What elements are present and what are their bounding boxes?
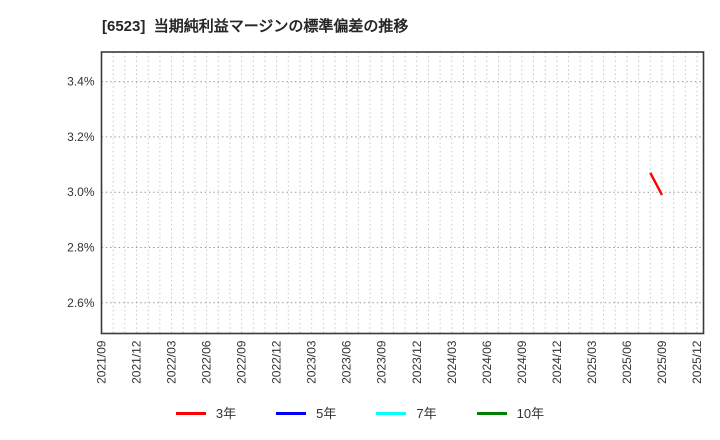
legend-label-10y: 10年 xyxy=(516,405,545,421)
legend-line-swatch-5y xyxy=(276,411,307,415)
plot-border xyxy=(100,51,705,335)
x-tick-label: 2025/03 xyxy=(585,340,599,384)
x-tick-label: 2024/06 xyxy=(480,340,494,384)
x-tick-label: 2024/12 xyxy=(550,340,564,384)
y-tick-label: 2.8% xyxy=(67,241,95,255)
x-tick-label: 2023/03 xyxy=(305,340,319,384)
legend-item-3y: 3年 xyxy=(175,405,237,421)
x-tick-label: 2024/09 xyxy=(515,340,529,384)
legend-line-swatch-7y xyxy=(376,411,407,415)
y-tick-label: 3.2% xyxy=(67,130,95,144)
x-tick-label: 2022/06 xyxy=(200,340,214,384)
x-tick-label: 2025/09 xyxy=(655,340,669,384)
legend-item-7y: 7年 xyxy=(376,405,437,421)
chart-title: [6523] 当期純利益マージンの標準偏差の推移 xyxy=(102,18,409,35)
x-tick-label: 2025/06 xyxy=(620,340,634,384)
x-tick-label: 2025/12 xyxy=(690,340,704,384)
legend-line-swatch-10y xyxy=(476,411,507,415)
legend-line-swatch-3y xyxy=(175,411,206,415)
legend-item-5y: 5年 xyxy=(276,407,336,420)
y-tick-label: 3.0% xyxy=(67,185,95,199)
x-tick-label: 2023/12 xyxy=(410,340,424,384)
x-tick-label: 2023/09 xyxy=(375,340,389,384)
legend: 3年 5年 7年 10年 xyxy=(0,402,720,424)
x-tick-label: 2021/12 xyxy=(130,340,144,384)
legend-label-5y: 5年 xyxy=(316,405,337,421)
x-tick-label: 2022/09 xyxy=(235,340,249,384)
x-tick-label: 2022/12 xyxy=(270,340,284,384)
legend-item-10y: 10年 xyxy=(476,405,545,421)
x-tick-label: 2021/09 xyxy=(95,340,109,384)
y-tick-label: 3.4% xyxy=(67,75,95,89)
series-line-0 xyxy=(649,172,664,196)
x-tick-label: 2023/06 xyxy=(340,340,354,384)
legend-label-3y: 3年 xyxy=(215,405,237,421)
y-tick-label: 2.6% xyxy=(67,296,95,310)
x-tick-label: 2024/03 xyxy=(445,340,459,384)
x-tick-label: 2022/03 xyxy=(165,340,179,384)
legend-label-7y: 7年 xyxy=(416,405,437,421)
